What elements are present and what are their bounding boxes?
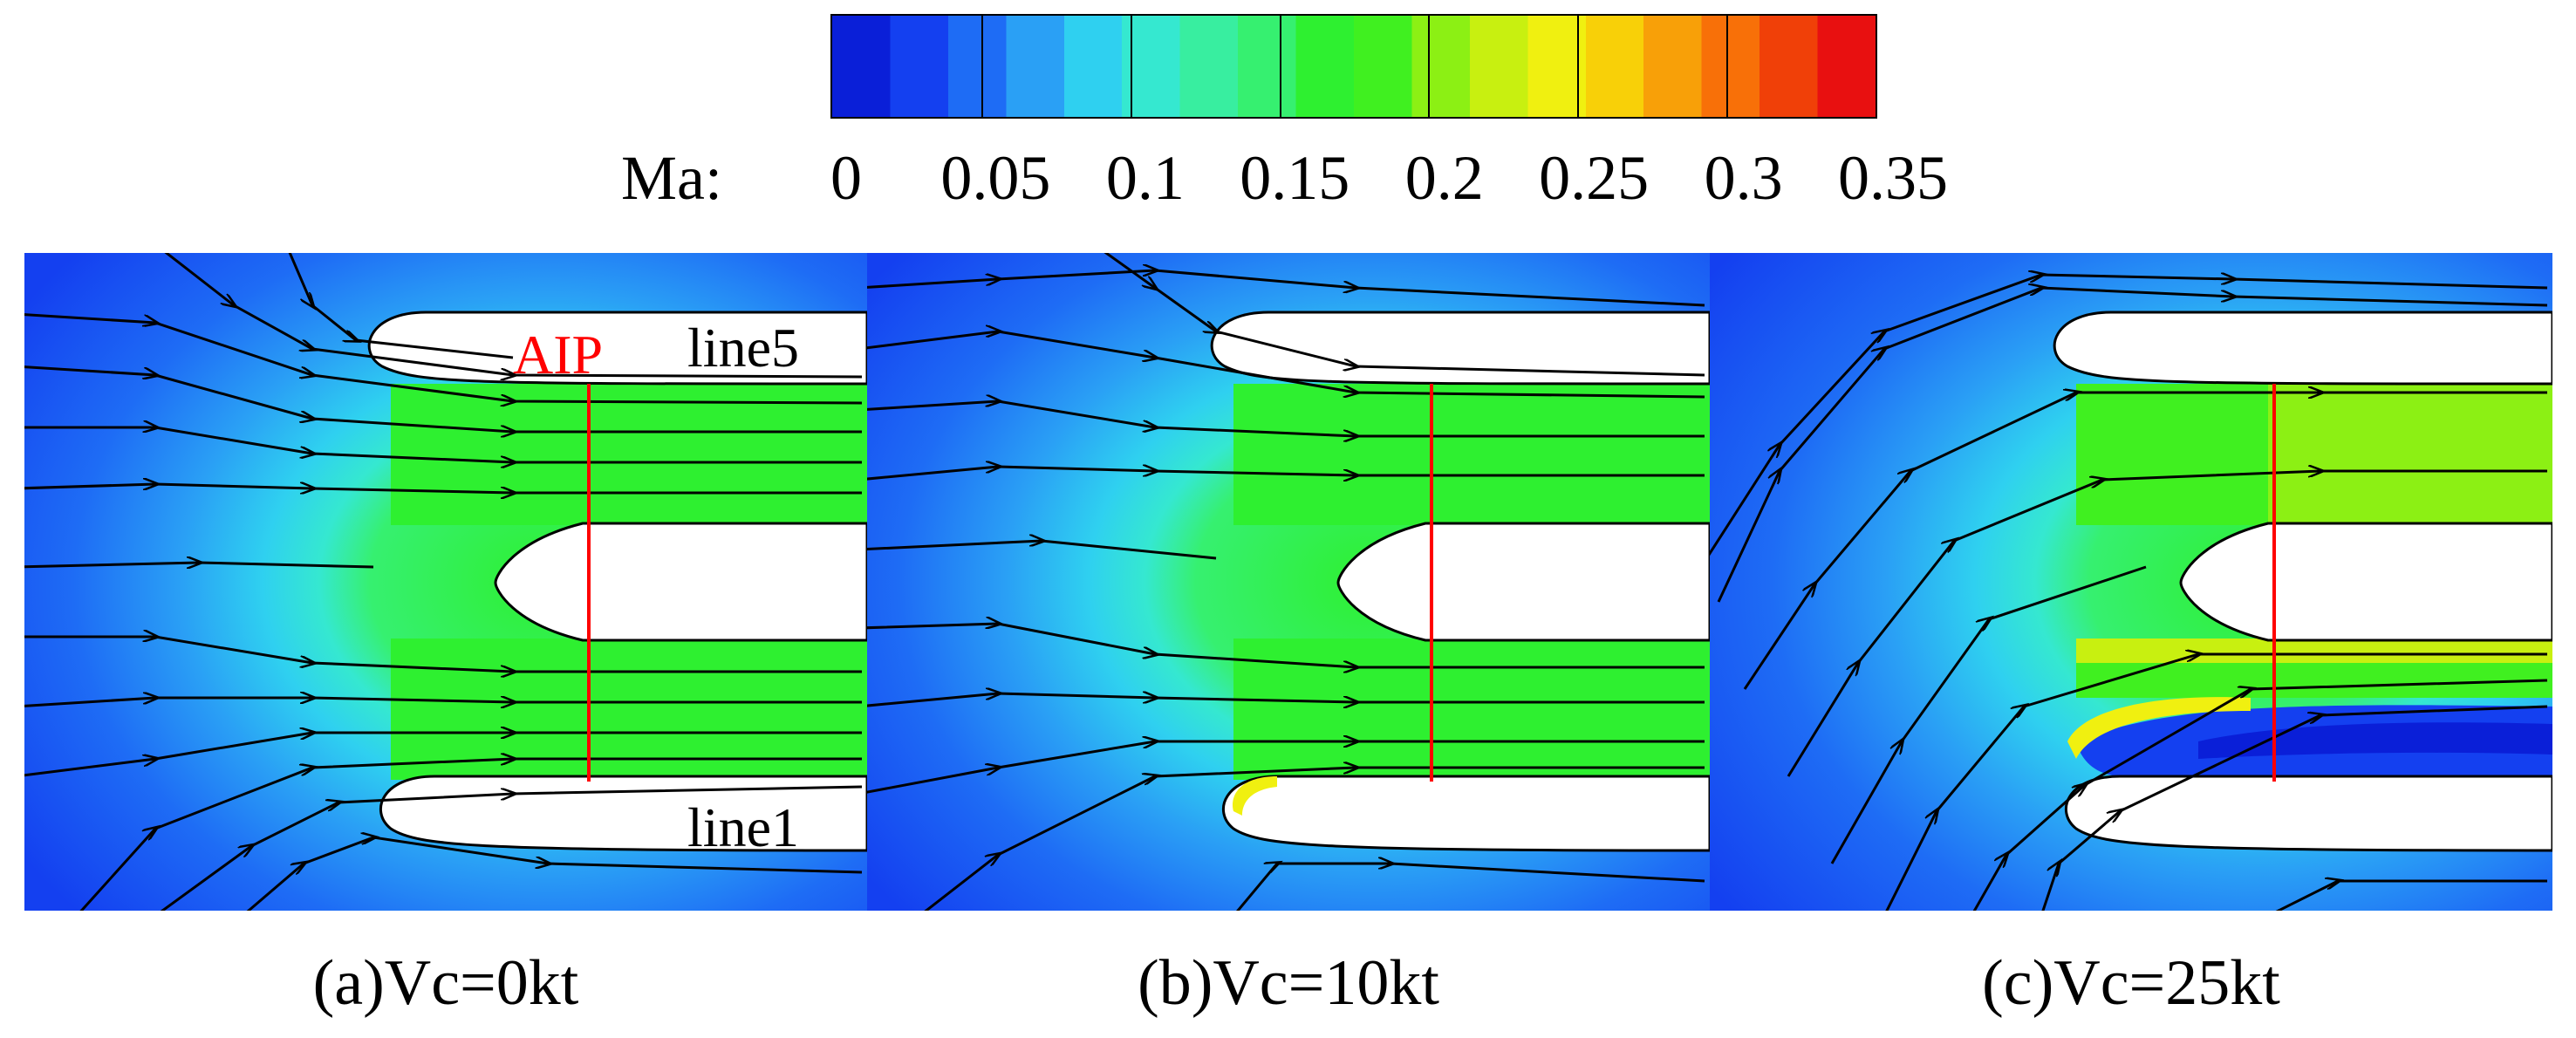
streamline (2041, 705, 2548, 911)
streamline (867, 401, 1705, 436)
streamline (24, 427, 862, 462)
streamline (288, 253, 514, 359)
caption-panel-b: (b)Vc=10kt (1138, 947, 1439, 1019)
streamline (1787, 471, 2547, 777)
streamline (867, 624, 1705, 667)
caption-panel-c: (c)Vc=25kt (1982, 947, 2280, 1019)
upper-lip (2053, 311, 2552, 386)
streamline (1236, 864, 1705, 911)
streamline (867, 270, 1705, 307)
streamline (1104, 253, 1705, 377)
streamline (867, 693, 1705, 707)
caption-panel-a: (a)Vc=0kt (312, 947, 579, 1019)
streamline (24, 484, 862, 493)
streamline (79, 759, 862, 911)
streamline (924, 768, 1705, 911)
streamline (2275, 881, 2547, 911)
colorbar-tick-label: 0.25 (1539, 143, 1650, 213)
duct-flow-upper (1233, 384, 1710, 525)
colorbar-divider (981, 16, 983, 117)
center-body (1336, 522, 1710, 642)
lower-lip (2065, 775, 2552, 852)
streamline (867, 741, 1705, 794)
streamline (1710, 275, 2548, 557)
streamline (1743, 393, 2547, 690)
aip-label: AIP (513, 324, 603, 386)
streamline (24, 563, 374, 567)
streamline (24, 733, 862, 777)
streamline (24, 365, 862, 432)
duct-flow-lower (1233, 639, 1710, 780)
colorbar-tick-label: 0 (830, 143, 862, 213)
line5-label: line5 (687, 317, 799, 379)
line1-label: line1 (687, 796, 799, 858)
center-body (2179, 522, 2552, 642)
colorbar-tick-label: 0.1 (1105, 143, 1185, 213)
colorbar-divider (1279, 16, 1281, 117)
colorbar-divider (1130, 16, 1132, 117)
panel-a-flowfield: AIP line5 line1 (24, 253, 867, 911)
colorbar-tick-label: 0.15 (1240, 143, 1350, 213)
duct-flow-upper-hot (2268, 384, 2552, 525)
duct-flow-upper (391, 384, 867, 525)
streamline (24, 637, 862, 672)
colorbar-label: Ma: (621, 143, 722, 213)
streamline (24, 698, 862, 707)
panel-b-flowfield (867, 253, 1710, 911)
colorbar-divider (1577, 16, 1580, 117)
colorbar-divider (1726, 16, 1729, 117)
streamline (867, 541, 1217, 560)
streamline (160, 785, 863, 911)
streamline (164, 253, 863, 377)
colorbar-divider (1428, 16, 1431, 117)
colorbar-tick-label: 0.05 (940, 143, 1051, 213)
panel-c-flowfield (1710, 253, 2552, 911)
colorbar-tick-label: 0.3 (1704, 143, 1783, 213)
streamline (867, 467, 1705, 480)
colorbar-tick-label: 0.35 (1838, 143, 1948, 213)
mach-colorbar (830, 14, 1877, 119)
lower-lip (1222, 775, 1710, 852)
center-body (494, 522, 867, 642)
colorbar-tick-label: 0.2 (1404, 143, 1484, 213)
